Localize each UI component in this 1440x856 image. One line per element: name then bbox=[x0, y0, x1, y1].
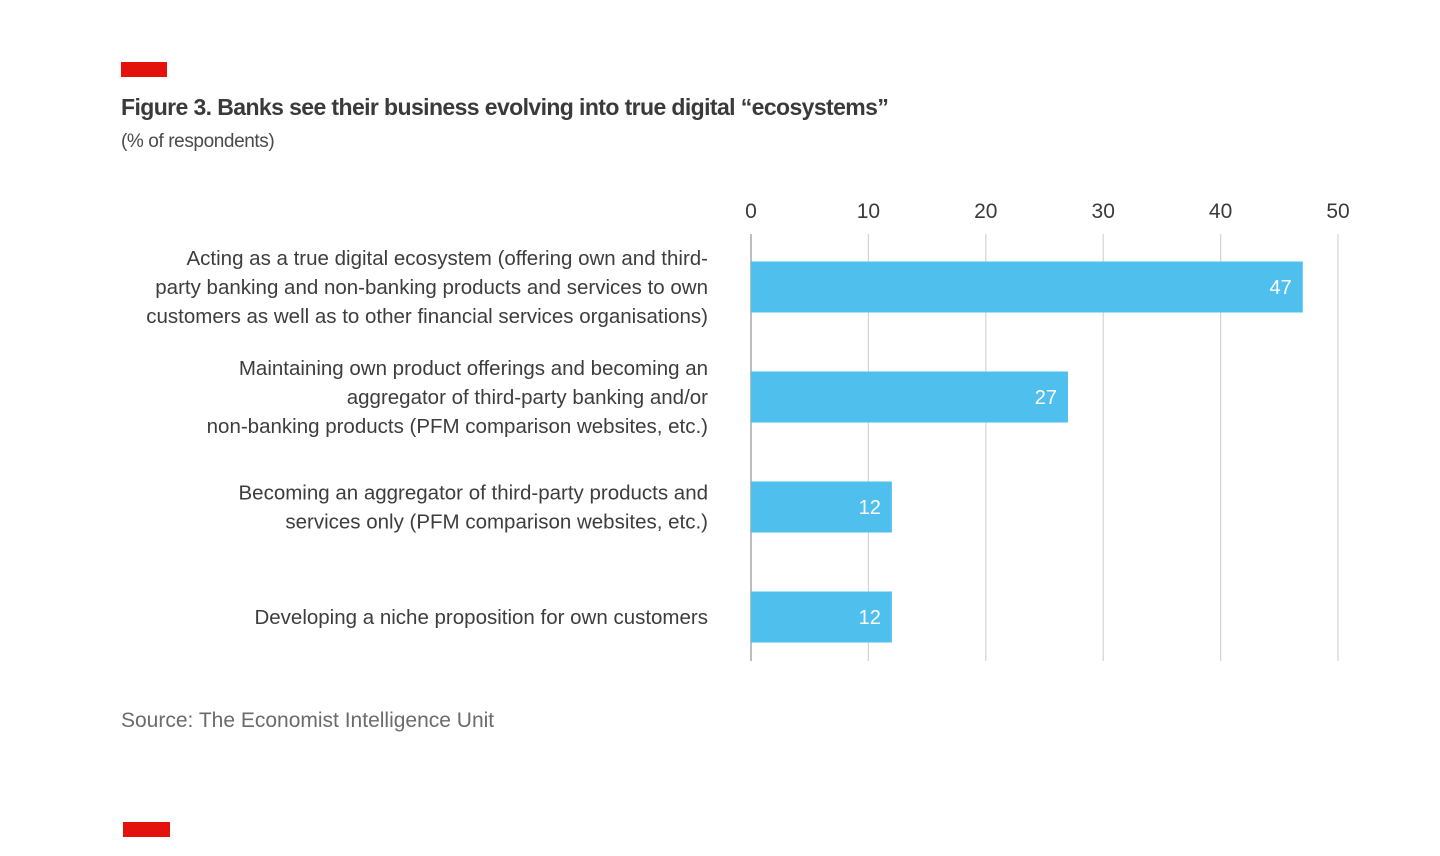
x-tick-label: 30 bbox=[1092, 200, 1115, 223]
x-tick-label: 20 bbox=[974, 200, 997, 223]
bar-value-label: 47 bbox=[1270, 277, 1292, 299]
x-tick-label: 50 bbox=[1326, 200, 1349, 223]
bar bbox=[751, 261, 1303, 313]
category-label: Developing a niche proposition for own c… bbox=[254, 606, 708, 629]
category-label: Maintaining own product offerings and be… bbox=[207, 357, 709, 438]
x-tick-label: 40 bbox=[1209, 200, 1232, 223]
accent-bar-bottom bbox=[123, 822, 170, 837]
category-label: Becoming an aggregator of third-party pr… bbox=[239, 482, 709, 534]
bar-chart: 0 10 20 30 40 50 47 Acting as a true digital ec… bbox=[146, 200, 1350, 661]
accent-bar-top bbox=[121, 62, 167, 77]
bar-value-label: 12 bbox=[859, 497, 881, 519]
bar-value-label: 12 bbox=[859, 607, 881, 629]
x-tick-label: 10 bbox=[857, 200, 880, 223]
bar bbox=[751, 481, 892, 533]
bar bbox=[751, 371, 1068, 423]
bar bbox=[751, 591, 892, 643]
chart-title: Figure 3. Banks see their business evolv… bbox=[121, 94, 889, 120]
bar-value-label: 27 bbox=[1035, 387, 1057, 409]
category-label: Acting as a true digital ecosystem (offe… bbox=[146, 247, 708, 328]
source-note: Source: The Economist Intelligence Unit bbox=[121, 709, 495, 732]
x-tick-label: 0 bbox=[745, 200, 757, 223]
chart-subtitle: (% of respondents) bbox=[121, 131, 275, 152]
